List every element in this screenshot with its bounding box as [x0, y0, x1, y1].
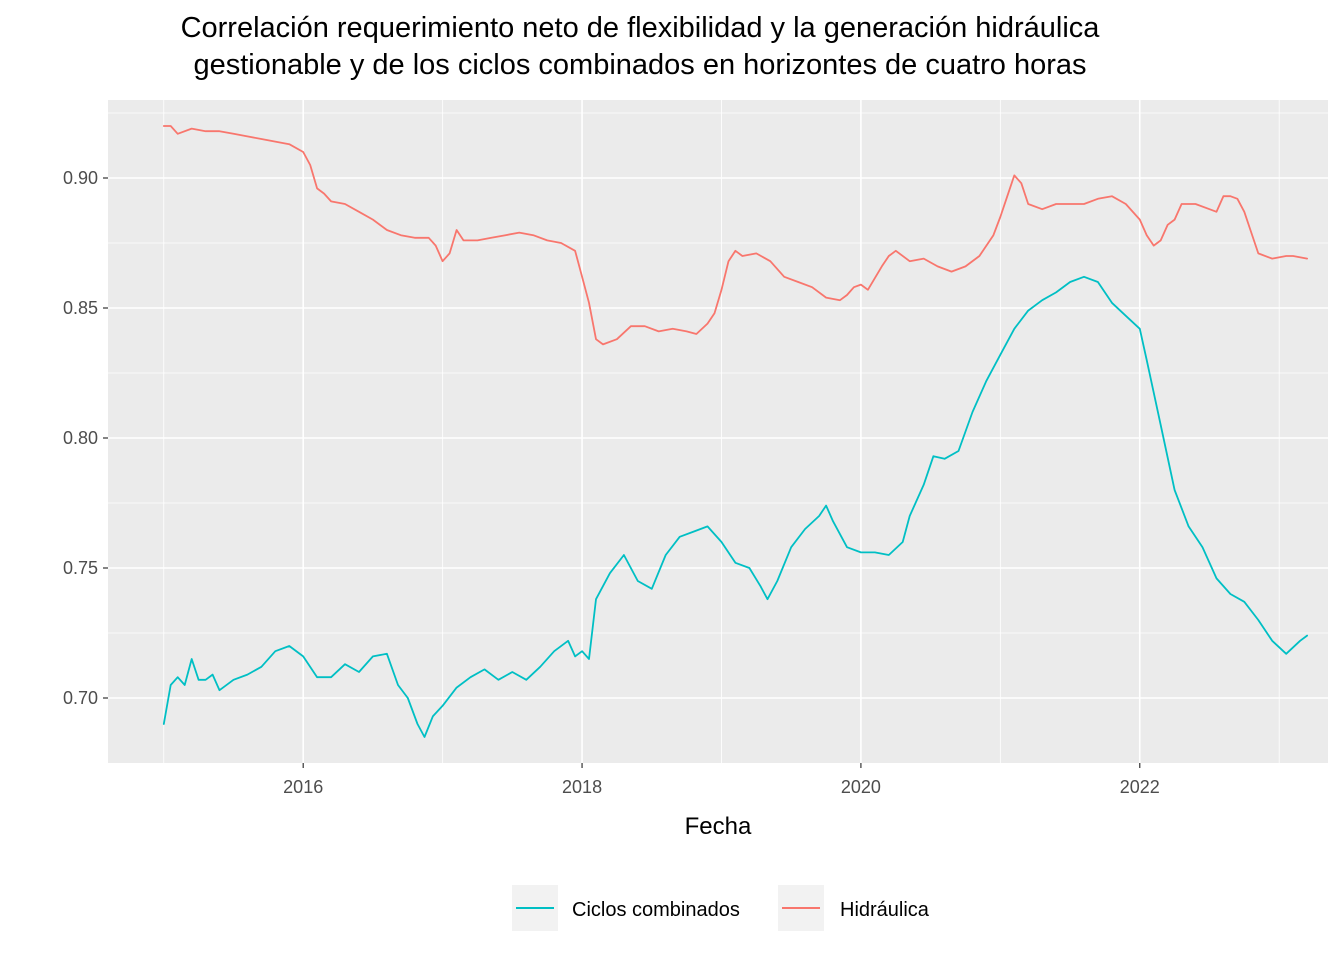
series-layer	[162, 125, 1308, 738]
minor-gridlines	[108, 100, 1328, 763]
x-axis: 2016 2018 2020 2022	[283, 763, 1160, 797]
x-tick-label: 2018	[562, 777, 602, 797]
series-line-ciclos-combinados	[162, 275, 1308, 738]
x-tick-label: 2020	[841, 777, 881, 797]
major-gridlines	[108, 100, 1328, 763]
legend-label-ciclos: Ciclos combinados	[572, 899, 740, 921]
series-line-hidraulica	[162, 125, 1308, 346]
plot-panel	[108, 100, 1328, 763]
legend-label-hidraulica: Hidráulica	[840, 899, 930, 921]
y-tick-label: 0.70	[63, 688, 98, 708]
y-axis: 0.70 0.75 0.80 0.85 0.90	[63, 168, 108, 708]
chart-title-line-2: gestionable y de los ciclos combinados e…	[193, 49, 1087, 81]
y-tick-label: 0.90	[63, 168, 98, 188]
legend: Ciclos combinados Hidráulica	[512, 885, 930, 931]
chart-title-line-1: Correlación requerimiento neto de flexib…	[180, 12, 1100, 44]
y-tick-label: 0.80	[63, 428, 98, 448]
y-tick-label: 0.85	[63, 298, 98, 318]
y-tick-label: 0.75	[63, 558, 98, 578]
x-tick-label: 2016	[283, 777, 323, 797]
x-axis-title: Fecha	[685, 813, 752, 840]
x-tick-label: 2022	[1120, 777, 1160, 797]
chart-title: Correlación requerimiento neto de flexib…	[0, 10, 1280, 84]
